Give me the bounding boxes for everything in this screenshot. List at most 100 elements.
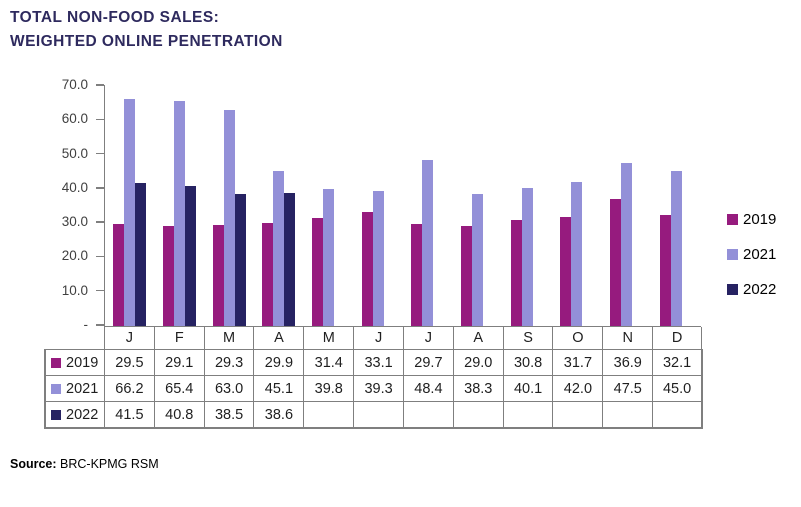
value-cell-2022: 41.5 — [104, 402, 154, 428]
legend-swatch-2022 — [727, 283, 738, 295]
bar-group-a-4 — [254, 85, 304, 326]
source-note: Source: BRC-KPMG RSM — [10, 457, 159, 471]
bar-2019-o10 — [560, 216, 572, 326]
bar-2019-j7 — [411, 223, 423, 326]
bar-group-m-5 — [304, 85, 354, 326]
y-axis-tick — [96, 187, 104, 189]
legend-swatch-2021 — [727, 248, 738, 260]
month-header-cell: J — [402, 327, 453, 350]
series-row-header-2022: 2022 — [45, 402, 104, 428]
bar-group-o-10 — [552, 85, 602, 326]
value-cell-2021: 39.3 — [353, 376, 403, 402]
legend-item-2022: 2022 — [727, 280, 776, 298]
value-cell-2019: 29.7 — [402, 350, 453, 376]
bar-group-d-12 — [651, 85, 701, 326]
month-header-cell: A — [452, 327, 503, 350]
data-table: J F M A M J J A S O N D 2019 29.5 29.1 29.3 29.9 31.4 33.1… — [45, 327, 702, 428]
y-axis-label: - — [83, 317, 89, 332]
y-axis-tick — [96, 152, 104, 155]
bar-2021-j6 — [372, 190, 384, 326]
bar-2019-m3 — [212, 225, 224, 326]
month-header-cell: J — [353, 327, 403, 350]
value-cell-2019: 33.1 — [353, 350, 403, 376]
bar-2019-m5 — [312, 217, 324, 326]
bar-group-a-8 — [453, 85, 503, 326]
series-key-swatch-2019 — [51, 357, 61, 368]
chart-title-line1: TOTAL NON-FOOD SALES: — [10, 9, 220, 26]
y-axis-label: 20.0 — [61, 248, 88, 264]
y-axis-tick — [96, 221, 104, 223]
bar-2021-m5 — [323, 189, 335, 326]
value-cell-2021: 66.2 — [104, 376, 154, 402]
value-cell-2019: 36.9 — [602, 350, 653, 376]
series-key-swatch-2021 — [51, 383, 61, 394]
bar-group-f-2 — [155, 85, 205, 326]
value-cell-2019: 29.5 — [104, 350, 154, 376]
value-cell-2022 — [502, 402, 553, 428]
y-axis-label: 10.0 — [61, 282, 88, 298]
y-axis-tick — [96, 289, 104, 292]
bar-2021-s9 — [521, 188, 533, 326]
bar-group-n-11 — [602, 85, 652, 326]
bar-group-j-6 — [353, 85, 403, 326]
legend-item-2021: 2021 — [727, 245, 776, 263]
bar-2021-n11 — [621, 162, 633, 326]
value-cell-2022 — [353, 402, 403, 428]
value-cell-2021: 45.1 — [253, 376, 304, 402]
series-row-label: 2022 — [66, 406, 99, 423]
value-cell-2019: 29.3 — [203, 350, 254, 376]
bar-group-j-7 — [403, 85, 453, 326]
bar-2021-a8 — [472, 194, 484, 326]
value-cell-2019: 29.0 — [452, 350, 503, 376]
value-cell-2022: 40.8 — [153, 402, 204, 428]
value-cell-2021: 63.0 — [203, 376, 254, 402]
y-axis-label: 40.0 — [61, 179, 88, 195]
series-key-swatch-2022 — [51, 409, 61, 420]
value-cell-2019: 31.4 — [303, 350, 354, 376]
value-cell-2021: 48.4 — [402, 376, 453, 402]
legend-swatch-2019 — [727, 213, 738, 225]
legend: 2019 2021 2022 — [727, 210, 776, 315]
bar-2021-f2 — [174, 101, 185, 326]
source-label: Source: — [10, 457, 57, 471]
bar-2019-a8 — [461, 226, 473, 326]
bar-2019-j1 — [113, 224, 125, 326]
plot-area — [104, 85, 701, 327]
bar-2021-m3 — [223, 109, 235, 326]
bar-group-s-9 — [502, 85, 552, 326]
bar-2019-n11 — [610, 199, 622, 326]
bar-2019-a4 — [262, 223, 274, 326]
series-row-header-2019: 2019 — [45, 350, 104, 376]
bar-2022-f2 — [185, 185, 196, 326]
value-cell-2021: 42.0 — [552, 376, 603, 402]
bar-2022-m3 — [234, 193, 246, 326]
value-cell-2022 — [602, 402, 653, 428]
y-axis-label: 30.0 — [61, 214, 88, 230]
series-row-label: 2021 — [66, 380, 99, 397]
value-cell-2022: 38.5 — [203, 402, 254, 428]
value-cell-2022 — [552, 402, 603, 428]
y-axis-label: 50.0 — [61, 145, 88, 161]
series-row-label: 2019 — [66, 354, 99, 371]
value-cell-2022 — [652, 402, 702, 428]
source-text: BRC-KPMG RSM — [56, 457, 159, 471]
value-cell-2021: 47.5 — [602, 376, 653, 402]
y-axis-label: 60.0 — [61, 111, 88, 127]
bar-group-m-3 — [204, 85, 254, 326]
bar-2019-j6 — [361, 212, 373, 326]
bar-2021-j1 — [124, 98, 136, 326]
value-cell-2019: 31.7 — [552, 350, 603, 376]
value-cell-2019: 29.1 — [153, 350, 204, 376]
y-axis-label: 70.0 — [61, 77, 88, 92]
table-corner-spacer — [45, 327, 104, 350]
bar-2019-f2 — [163, 225, 174, 326]
bar-2019-d12 — [659, 215, 671, 326]
month-header-cell: S — [502, 327, 553, 350]
y-axis-tick — [96, 84, 104, 86]
value-cell-2021: 40.1 — [502, 376, 553, 402]
value-cell-2021: 39.8 — [303, 376, 354, 402]
bar-2022-j1 — [135, 183, 147, 326]
month-header-cell: F — [153, 327, 204, 350]
month-header-cell: N — [602, 327, 653, 350]
